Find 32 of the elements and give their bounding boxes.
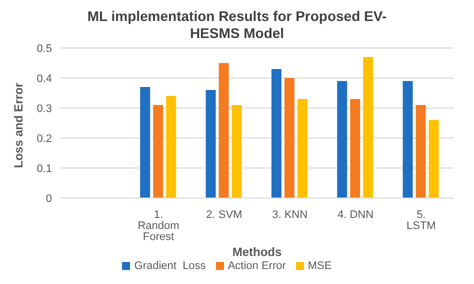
y-tick-label: 0.5 [36,42,52,55]
legend-label: MSE [308,260,332,272]
bar [140,87,150,198]
y-tick-label: 0.4 [36,72,52,85]
bar [166,96,176,198]
bar [271,69,282,198]
chart-title: ML implementation Results for Proposed EV-HESMS Model [86,8,388,42]
bar [428,120,439,198]
bar [416,105,426,198]
x-tick-label: 5. LSTM [406,208,436,232]
bar [337,81,348,198]
bar [218,63,229,198]
bar [297,99,308,198]
bar [402,81,413,198]
bar [350,99,360,198]
y-axis-title: Loss and Error [11,82,26,168]
y-tick-label: 0.2 [36,132,52,145]
legend-label: Action Error [228,260,286,272]
legend-label: Gradient Loss [134,260,206,272]
x-axis-title: Methods [232,245,282,259]
bar [232,105,242,198]
bar [284,78,294,198]
x-tick-label: 4. DNN [337,208,374,221]
x-tick-label: 1. Random Forest [138,208,180,243]
x-tick-label: 3. KNN [272,208,308,221]
y-tick-label: 0 [46,192,52,205]
bar [153,105,164,198]
x-tick-label: 2. SVM [206,208,242,221]
bar [206,90,216,198]
y-tick-label: 0.1 [36,162,52,175]
bar [363,57,374,198]
y-tick-label: 0.3 [36,102,52,115]
